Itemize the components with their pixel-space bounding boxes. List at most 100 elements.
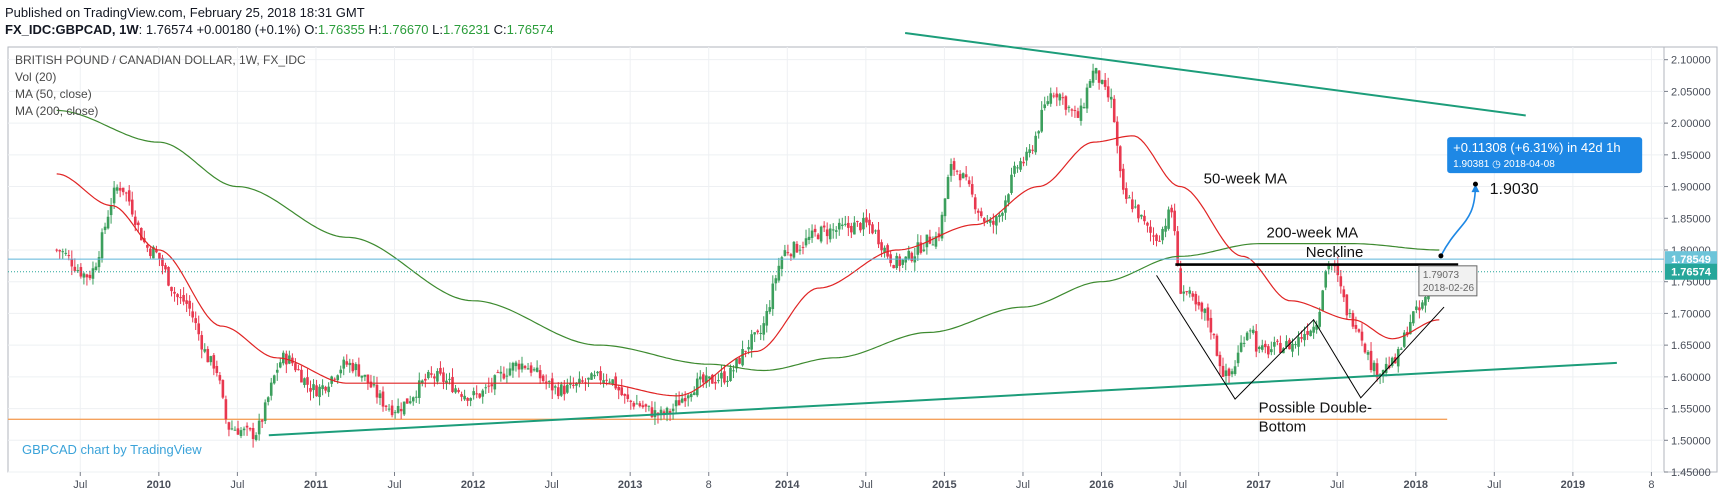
candle-body xyxy=(756,330,759,333)
candle-body xyxy=(405,398,409,404)
candle-body xyxy=(711,374,714,384)
candle xyxy=(427,369,430,380)
candle xyxy=(1170,204,1173,218)
candle-body xyxy=(375,384,379,398)
candle xyxy=(1052,92,1056,99)
candle-body xyxy=(940,214,944,239)
candle-body xyxy=(952,161,956,170)
candle-body xyxy=(1052,95,1056,97)
candle-body xyxy=(566,384,569,393)
candle xyxy=(436,368,439,385)
candle-body xyxy=(762,323,766,335)
candle-body xyxy=(1390,357,1394,366)
candle xyxy=(877,221,880,249)
x-tick-label: 8 xyxy=(706,479,712,491)
candle-body xyxy=(1279,342,1282,353)
candle xyxy=(448,372,451,385)
candle xyxy=(967,176,971,187)
candle xyxy=(417,372,421,404)
candle xyxy=(798,244,802,255)
candle-body xyxy=(200,335,204,350)
x-tick-label: Jul xyxy=(1173,479,1187,491)
candle xyxy=(221,379,225,400)
candle xyxy=(354,362,358,377)
candle xyxy=(408,395,412,405)
candle xyxy=(1257,345,1261,354)
candle xyxy=(550,372,554,399)
candle-body xyxy=(321,385,324,390)
candle xyxy=(1412,311,1415,326)
candle-body xyxy=(487,385,491,387)
candle xyxy=(188,295,191,317)
candle-body xyxy=(650,407,654,418)
candle-body xyxy=(623,393,627,396)
candle xyxy=(61,248,65,259)
candle xyxy=(1058,92,1062,106)
candle-body xyxy=(179,297,182,299)
candle xyxy=(245,422,249,436)
candle-body xyxy=(1016,167,1019,169)
candle-body xyxy=(807,236,811,241)
candle-body xyxy=(880,242,883,251)
candle xyxy=(242,426,246,436)
candle xyxy=(508,362,512,377)
candle xyxy=(1070,108,1074,117)
candle-body xyxy=(1194,293,1198,305)
candle-body xyxy=(659,409,663,414)
candle-body xyxy=(1291,343,1294,352)
candle-body xyxy=(1091,70,1095,83)
candle xyxy=(541,374,545,383)
candle-body xyxy=(155,249,158,253)
candle xyxy=(689,392,693,402)
candle-body xyxy=(532,369,536,371)
candle xyxy=(1315,320,1318,334)
candle xyxy=(620,379,624,397)
candle xyxy=(94,262,98,271)
y-tick-label: 2.00000 xyxy=(1671,118,1711,130)
candle-body xyxy=(822,225,826,228)
candle-body xyxy=(995,216,998,226)
candle xyxy=(901,258,905,269)
candle xyxy=(272,374,276,385)
candle xyxy=(1188,286,1192,298)
candle xyxy=(726,376,729,387)
candle xyxy=(638,401,642,408)
candle xyxy=(1019,157,1022,172)
candle xyxy=(1309,329,1312,337)
candle xyxy=(381,386,385,412)
candle xyxy=(1118,145,1122,178)
candle xyxy=(955,169,959,175)
candle xyxy=(943,197,947,223)
candle xyxy=(529,362,533,377)
candle xyxy=(680,392,684,404)
candle xyxy=(810,224,814,243)
candle xyxy=(871,222,874,235)
candle-body xyxy=(82,273,86,278)
low-label: L: xyxy=(432,22,444,37)
candle-body xyxy=(1121,168,1125,190)
candle-body xyxy=(448,378,451,380)
candle-body xyxy=(239,430,243,437)
candle-body xyxy=(318,386,321,398)
candle-body xyxy=(76,270,80,272)
candle-body xyxy=(1191,293,1195,297)
candle-body xyxy=(363,374,367,377)
candle xyxy=(109,197,113,224)
candle xyxy=(481,388,485,404)
candle xyxy=(106,210,110,230)
candle xyxy=(1109,88,1113,109)
candle-body xyxy=(1179,268,1182,294)
candle-body xyxy=(556,387,560,397)
candle xyxy=(318,384,321,406)
candle-body xyxy=(1409,321,1412,335)
candle-body xyxy=(1167,209,1170,229)
candle-body xyxy=(1010,174,1013,193)
candle-body xyxy=(272,375,276,384)
candle xyxy=(366,374,370,390)
candle xyxy=(97,251,101,273)
candle xyxy=(774,274,778,291)
candle xyxy=(883,245,886,258)
candle xyxy=(517,359,521,378)
candle xyxy=(1294,341,1297,349)
